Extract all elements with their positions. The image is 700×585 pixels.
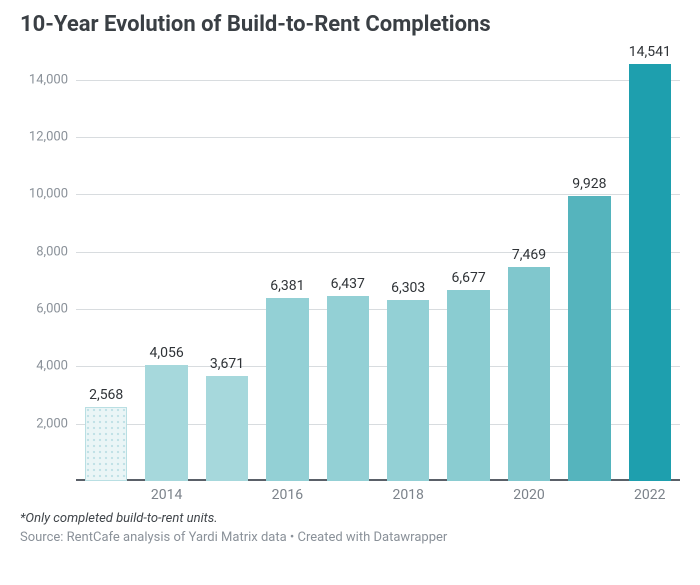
bar-value-label: 3,671 — [210, 356, 244, 376]
bar-value-label: 6,381 — [270, 278, 304, 298]
bars-layer: 2,568 4,056 3,671 6,381 6,437 6,303 6,677 7,469… — [76, 51, 680, 481]
bar-value-label: 6,303 — [391, 280, 425, 300]
x-tick-label: 2022 — [634, 481, 665, 503]
bar — [266, 298, 308, 481]
x-tick-label: 2020 — [513, 481, 544, 503]
bar — [145, 365, 187, 481]
x-tick-label: 2016 — [272, 481, 303, 503]
chart-footnote: *Only completed build-to-rent units. — [20, 511, 680, 526]
plot-inner: 2,0004,0006,0008,00010,00012,00014,0002,… — [76, 51, 680, 481]
chart-title: 10-Year Evolution of Build-to-Rent Compl… — [20, 12, 680, 37]
bar — [568, 196, 610, 481]
y-tick-label: 2,000 — [36, 416, 76, 431]
y-tick-label: 6,000 — [36, 302, 76, 317]
x-tick-label: 2018 — [392, 481, 423, 503]
bar — [85, 407, 127, 481]
bar-value-label: 9,928 — [572, 176, 606, 196]
bar-value-label: 6,437 — [331, 276, 365, 296]
bar — [629, 64, 671, 481]
x-tick-label: 2014 — [151, 481, 182, 503]
y-tick-label: 10,000 — [29, 187, 76, 202]
bar — [387, 300, 429, 481]
chart-container: 10-Year Evolution of Build-to-Rent Compl… — [20, 12, 680, 545]
bar — [447, 290, 489, 481]
y-tick-label: 12,000 — [29, 130, 76, 145]
y-tick-label: 14,000 — [29, 72, 76, 87]
bar-value-label: 2,568 — [89, 387, 123, 407]
bar — [508, 267, 550, 481]
plot-area: 2,0004,0006,0008,00010,00012,00014,0002,… — [20, 51, 680, 503]
bar-value-label: 14,541 — [629, 44, 671, 64]
bar — [206, 376, 248, 481]
bar-value-label: 7,469 — [512, 247, 546, 267]
y-tick-label: 4,000 — [36, 359, 76, 374]
chart-source: Source: RentCafe analysis of Yardi Matri… — [20, 530, 680, 545]
y-tick-label: 8,000 — [36, 244, 76, 259]
bar-value-label: 4,056 — [149, 345, 183, 365]
bar-value-label: 6,677 — [451, 270, 485, 290]
bar — [327, 296, 369, 481]
